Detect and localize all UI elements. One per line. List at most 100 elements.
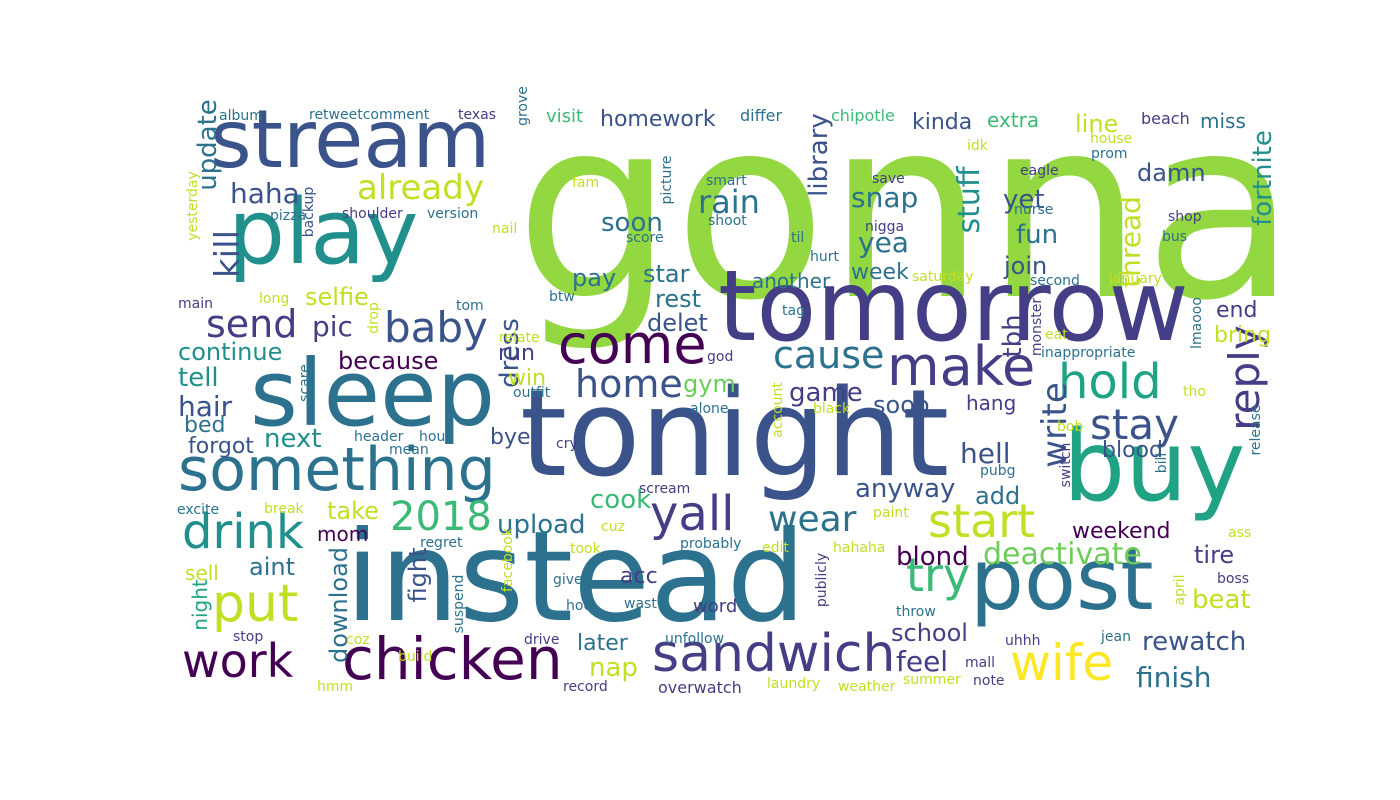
- word-yall: yall: [650, 486, 735, 542]
- word-pic: pic: [312, 310, 353, 343]
- word-extra: extra: [987, 108, 1040, 132]
- word-hold: hold: [1058, 354, 1162, 410]
- word-backup: backup: [301, 186, 317, 238]
- word-pubg: pubg: [980, 463, 1016, 479]
- word-try: try: [906, 548, 971, 602]
- word-snap: snap: [851, 181, 919, 214]
- word-feel: feel: [896, 645, 949, 678]
- word-finish: finish: [1136, 661, 1212, 694]
- word-sooo: sooo: [873, 391, 930, 419]
- word-hmm: hmm: [317, 679, 354, 695]
- word-chipotle: chipotle: [831, 106, 895, 125]
- word-gonna: gonna: [515, 64, 1297, 355]
- word-beach: beach: [1141, 109, 1190, 128]
- word-bring: bring: [1214, 323, 1272, 348]
- word-make: make: [887, 335, 1036, 398]
- word-account: account: [770, 382, 786, 438]
- word-because: because: [338, 347, 439, 375]
- word-visit: visit: [546, 106, 584, 127]
- word-sell: sell: [185, 561, 219, 585]
- word-hurt: hurt: [810, 249, 839, 265]
- word-kill: kill: [208, 229, 248, 279]
- word-tbh: tbh: [998, 314, 1028, 358]
- word-next: next: [264, 424, 322, 454]
- word-later: later: [577, 631, 628, 656]
- word-hell: hell: [960, 437, 1011, 470]
- word-build: build: [398, 649, 433, 665]
- word-eagle: eagle: [1020, 163, 1059, 179]
- word-add: add: [975, 482, 1021, 510]
- word-continue: continue: [178, 338, 283, 366]
- word-rain: rain: [698, 183, 760, 221]
- word-drop: drop: [366, 302, 382, 334]
- word-baby: baby: [384, 303, 488, 352]
- word-uhhh: uhhh: [1005, 633, 1041, 649]
- word-excite: excite: [177, 502, 220, 518]
- word-start: start: [928, 494, 1036, 548]
- word-relate: relate: [499, 330, 540, 346]
- word-bed: bed: [184, 413, 226, 438]
- word-suspend: suspend: [451, 574, 467, 634]
- word-main: main: [178, 296, 213, 312]
- word-second: second: [1030, 273, 1080, 289]
- word-upload: upload: [497, 510, 586, 540]
- word-delet: delet: [647, 309, 708, 337]
- word-night: night: [188, 579, 212, 631]
- word-2018: 2018: [390, 494, 492, 540]
- word-blood: blood: [1102, 438, 1163, 463]
- word-coz: coz: [346, 632, 370, 648]
- word-star: star: [643, 260, 690, 288]
- word-nurse: nurse: [1014, 202, 1054, 218]
- word-mall: mall: [965, 655, 995, 671]
- word-smart: smart: [706, 173, 747, 189]
- word-publicly: publicly: [814, 552, 830, 608]
- word-chicken: chicken: [342, 625, 563, 693]
- word-cry: cry: [556, 436, 578, 452]
- word-nap: nap: [589, 653, 638, 683]
- word-tell: tell: [178, 363, 219, 393]
- word-damn: damn: [1137, 159, 1206, 187]
- word-yesterday: yesterday: [185, 171, 201, 241]
- word-sandwich: sandwich: [652, 624, 896, 684]
- word-shoulder: shoulder: [342, 206, 403, 222]
- word-differ: differ: [740, 106, 783, 125]
- word-saturday: saturday: [912, 269, 974, 285]
- word-btw: btw: [549, 289, 575, 305]
- word-word: word: [693, 596, 738, 617]
- word-tho: tho: [1183, 384, 1206, 400]
- word-kinda: kinda: [912, 110, 973, 135]
- word-put: put: [212, 574, 299, 634]
- word-long: long: [259, 291, 290, 307]
- word-join: join: [1004, 252, 1048, 280]
- word-sleep: sleep: [250, 340, 496, 447]
- word-album: album: [219, 108, 263, 124]
- word-retweetcomment: retweetcomment: [309, 107, 430, 123]
- word-eat: eat: [1045, 327, 1068, 343]
- word-something: something: [178, 435, 496, 505]
- word-line: line: [1075, 110, 1119, 138]
- word-record: record: [563, 679, 608, 695]
- word-another: another: [752, 269, 831, 293]
- word-fight: fight: [404, 547, 432, 603]
- word-boss: boss: [1217, 571, 1250, 587]
- word-deactivate: deactivate: [983, 537, 1142, 572]
- word-note: note: [973, 673, 1005, 689]
- word-laundry: laundry: [767, 676, 821, 692]
- word-beat: beat: [1192, 585, 1251, 615]
- word-fun: fun: [1016, 220, 1059, 250]
- word-work: work: [182, 634, 294, 688]
- word-aint: aint: [249, 553, 295, 581]
- word-gym: gym: [683, 370, 736, 398]
- word-nigga: nigga: [865, 219, 905, 235]
- word-jean: jean: [1101, 629, 1131, 645]
- word-homework: homework: [600, 107, 716, 132]
- word-header: header: [354, 429, 404, 445]
- word-grove: grove: [515, 86, 531, 126]
- word-acc: acc: [620, 564, 658, 589]
- word-january: january: [1109, 271, 1162, 287]
- word-unfollow: unfollow: [665, 631, 725, 647]
- word-regret: regret: [420, 535, 463, 551]
- word-school: school: [891, 619, 968, 647]
- word-shoot: shoot: [708, 213, 747, 229]
